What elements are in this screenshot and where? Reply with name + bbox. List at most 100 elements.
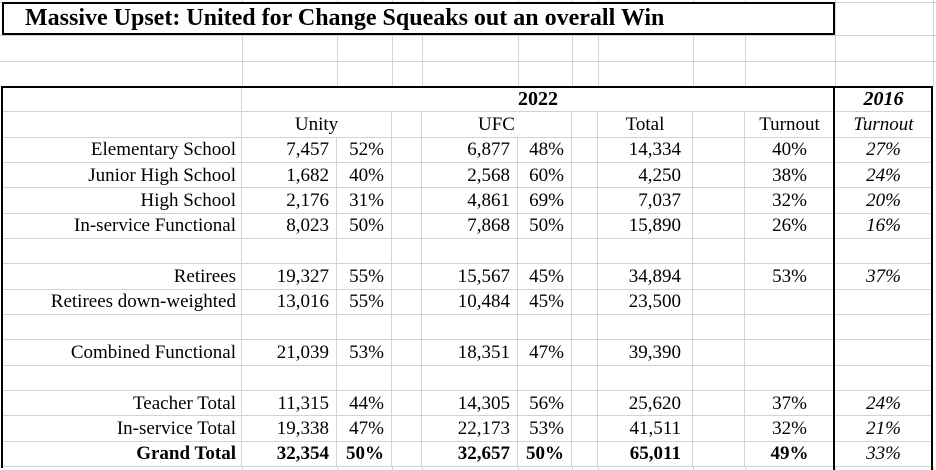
unity-votes-cell[interactable]: 13,016 [242, 289, 337, 315]
empty-cell[interactable] [392, 188, 422, 214]
empty-cell[interactable] [693, 289, 745, 315]
unity-pct-cell[interactable]: 53% [337, 340, 392, 366]
total-votes-cell[interactable]: 39,390 [598, 340, 693, 366]
turnout-cell[interactable]: 40% [745, 137, 835, 163]
ufc-votes-cell[interactable]: 15,567 [422, 264, 518, 290]
empty-cell[interactable] [693, 416, 745, 442]
empty-cell[interactable] [598, 238, 693, 265]
turnout-2016-cell[interactable]: 24% [835, 162, 933, 189]
empty-cell[interactable] [598, 365, 693, 391]
ufc-votes-cell[interactable]: 10,484 [422, 289, 518, 315]
unity-votes-cell[interactable]: 7,457 [242, 137, 337, 163]
empty-cell[interactable] [392, 112, 422, 138]
empty-cell[interactable] [572, 390, 598, 417]
empty-cell[interactable] [337, 365, 392, 391]
turnout-2016-cell[interactable]: 33% [835, 441, 933, 467]
empty-cell[interactable] [392, 365, 422, 391]
empty-cell[interactable] [242, 365, 337, 391]
ufc-pct-cell[interactable]: 60% [518, 162, 572, 189]
header-total[interactable]: Total [598, 112, 693, 138]
empty-cell[interactable] [745, 238, 835, 265]
empty-cell[interactable] [835, 238, 933, 265]
empty-cell[interactable] [693, 112, 745, 138]
header-turnout-2016[interactable]: Turnout [835, 112, 933, 138]
empty-cell[interactable] [518, 238, 572, 265]
ufc-pct-cell[interactable]: 45% [518, 289, 572, 315]
empty-cell[interactable] [693, 188, 745, 214]
empty-cell[interactable] [2, 87, 242, 113]
empty-cell[interactable] [392, 390, 422, 417]
total-votes-cell[interactable]: 14,334 [598, 137, 693, 163]
empty-cell[interactable] [572, 289, 598, 315]
unity-votes-cell[interactable]: 11,315 [242, 390, 337, 417]
empty-cell[interactable] [693, 137, 745, 163]
ufc-pct-cell[interactable]: 56% [518, 390, 572, 417]
empty-cell[interactable] [518, 365, 572, 391]
empty-cell[interactable] [693, 441, 745, 467]
unity-votes-cell[interactable]: 8,023 [242, 213, 337, 239]
empty-cell[interactable] [572, 112, 598, 138]
turnout-2016-cell[interactable]: 16% [835, 213, 933, 239]
empty-cell[interactable] [392, 314, 422, 341]
ufc-pct-cell[interactable]: 50% [518, 213, 572, 239]
ufc-votes-cell[interactable]: 22,173 [422, 416, 518, 442]
ufc-votes-cell[interactable]: 6,877 [422, 137, 518, 163]
header-turnout[interactable]: Turnout [745, 112, 835, 138]
turnout-cell[interactable]: 32% [745, 416, 835, 442]
turnout-2016-cell[interactable]: 24% [835, 390, 933, 417]
ufc-votes-cell[interactable]: 2,568 [422, 162, 518, 189]
empty-cell[interactable] [693, 264, 745, 290]
row-label-cell[interactable]: In-service Total [2, 416, 242, 442]
turnout-2016-cell[interactable] [835, 289, 933, 315]
ufc-pct-cell[interactable]: 47% [518, 340, 572, 366]
unity-votes-cell[interactable]: 21,039 [242, 340, 337, 366]
empty-cell[interactable] [572, 238, 598, 265]
unity-votes-cell[interactable]: 2,176 [242, 188, 337, 214]
unity-pct-cell[interactable]: 55% [337, 289, 392, 315]
empty-cell[interactable] [518, 314, 572, 341]
turnout-cell[interactable]: 32% [745, 188, 835, 214]
row-label-cell[interactable]: Combined Functional [2, 340, 242, 366]
empty-cell[interactable] [572, 137, 598, 163]
empty-cell[interactable] [693, 162, 745, 189]
unity-pct-cell[interactable]: 55% [337, 264, 392, 290]
row-label-cell[interactable]: Teacher Total [2, 390, 242, 417]
turnout-2016-cell[interactable]: 21% [835, 416, 933, 442]
total-votes-cell[interactable]: 41,511 [598, 416, 693, 442]
empty-cell[interactable] [392, 137, 422, 163]
row-label-cell[interactable]: Grand Total [2, 441, 242, 467]
empty-cell[interactable] [835, 365, 933, 391]
empty-cell[interactable] [392, 238, 422, 265]
empty-cell[interactable] [392, 289, 422, 315]
total-votes-cell[interactable]: 15,890 [598, 213, 693, 239]
turnout-cell[interactable]: 49% [745, 441, 835, 467]
empty-cell[interactable] [598, 314, 693, 341]
turnout-cell[interactable]: 38% [745, 162, 835, 189]
total-votes-cell[interactable]: 23,500 [598, 289, 693, 315]
row-label-cell[interactable]: High School [2, 188, 242, 214]
empty-cell[interactable] [2, 238, 242, 265]
empty-cell[interactable] [693, 213, 745, 239]
empty-cell[interactable] [745, 314, 835, 341]
empty-cell[interactable] [422, 314, 518, 341]
empty-cell[interactable] [392, 264, 422, 290]
empty-cell[interactable] [572, 416, 598, 442]
empty-cell[interactable] [745, 365, 835, 391]
total-votes-cell[interactable]: 25,620 [598, 390, 693, 417]
empty-cell[interactable] [572, 314, 598, 341]
empty-cell[interactable] [572, 162, 598, 189]
header-ufc[interactable]: UFC [422, 112, 572, 138]
row-label-cell[interactable]: Retirees [2, 264, 242, 290]
unity-pct-cell[interactable]: 47% [337, 416, 392, 442]
empty-cell[interactable] [242, 238, 337, 265]
ufc-votes-cell[interactable]: 14,305 [422, 390, 518, 417]
empty-cell[interactable] [572, 264, 598, 290]
ufc-pct-cell[interactable]: 48% [518, 137, 572, 163]
turnout-cell[interactable] [745, 340, 835, 366]
ufc-pct-cell[interactable]: 53% [518, 416, 572, 442]
empty-cell[interactable] [392, 441, 422, 467]
ufc-votes-cell[interactable]: 7,868 [422, 213, 518, 239]
empty-cell[interactable] [572, 441, 598, 467]
ufc-votes-cell[interactable]: 18,351 [422, 340, 518, 366]
row-label-cell[interactable]: Junior High School [2, 162, 242, 189]
